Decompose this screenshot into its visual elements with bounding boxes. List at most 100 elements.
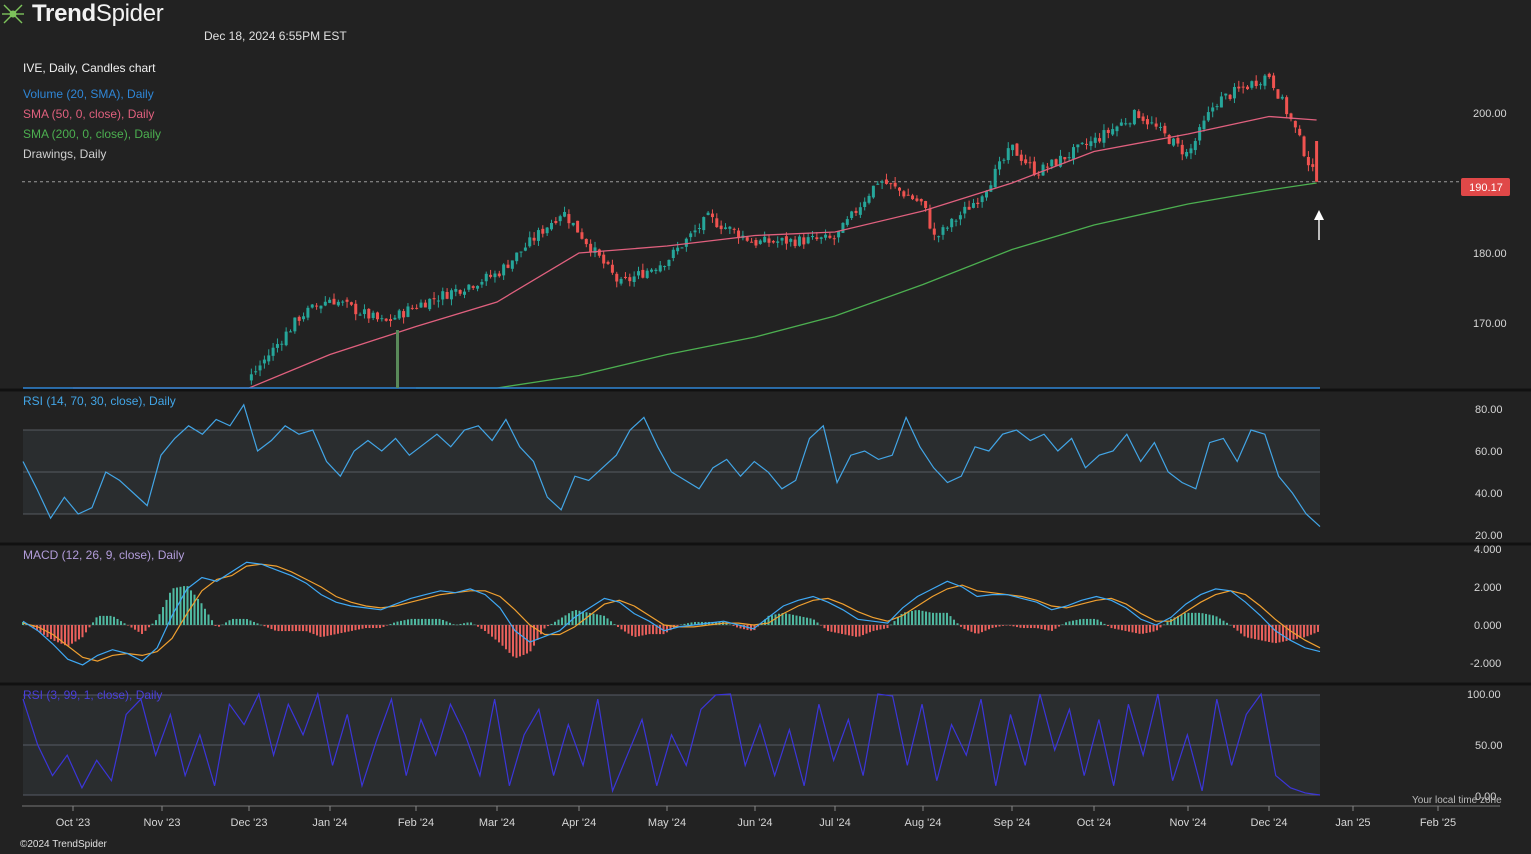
- candle-body: [402, 311, 406, 318]
- macd-histogram-bar: [589, 612, 591, 625]
- macd-histogram-bar: [592, 613, 595, 625]
- candle-body: [1150, 122, 1154, 124]
- macd-histogram-bar: [904, 612, 906, 625]
- macd-histogram-bar: [743, 625, 745, 630]
- candle-body: [841, 222, 845, 233]
- candle-body: [750, 241, 754, 243]
- candle-body: [954, 220, 958, 222]
- legend-sma50[interactable]: SMA (50, 0, close), Daily: [23, 107, 155, 121]
- x-tick-label: Apr '24: [562, 817, 597, 829]
- legend-macd[interactable]: MACD (12, 26, 9, close), Daily: [23, 548, 185, 562]
- candle-body: [332, 298, 336, 305]
- candle-body: [563, 212, 567, 217]
- macd-histogram-bar: [974, 625, 976, 634]
- candle-body: [1093, 137, 1097, 143]
- macd-histogram-bar: [550, 623, 553, 625]
- macd-histogram-bar: [690, 622, 693, 625]
- macd-histogram-bar: [1271, 625, 1274, 643]
- macd-histogram-bar: [487, 625, 490, 634]
- macd-histogram-bar: [410, 618, 413, 625]
- macd-histogram-bar: [1054, 625, 1057, 629]
- macd-histogram-bar: [1107, 625, 1109, 627]
- macd-histogram-bar: [1226, 622, 1228, 625]
- macd-histogram-bar: [1187, 612, 1190, 625]
- macd-histogram-bar: [638, 625, 640, 637]
- rsi3-pane[interactable]: [22, 691, 1321, 796]
- legend-rsi3[interactable]: RSI (3, 99, 1, close), Daily: [23, 688, 163, 702]
- candle-body: [863, 201, 867, 208]
- x-tick-label: Oct '23: [56, 817, 91, 829]
- macd-histogram-bar: [1254, 625, 1256, 640]
- candle-body: [484, 273, 488, 282]
- timezone-label[interactable]: Your local time zone: [1412, 795, 1502, 806]
- candle-body: [597, 249, 601, 256]
- candle-body: [306, 307, 310, 318]
- macd-histogram-bar: [1142, 625, 1144, 634]
- candle-body: [436, 300, 440, 302]
- legend-sma200[interactable]: SMA (200, 0, close), Daily: [23, 127, 162, 141]
- candle-body: [758, 240, 762, 244]
- candle-body: [349, 302, 353, 305]
- candle-body: [919, 199, 923, 202]
- candle-body: [1076, 144, 1080, 148]
- candle-body: [1237, 86, 1241, 89]
- macd-histogram-bar: [631, 625, 633, 636]
- arrow-up-icon[interactable]: [1314, 210, 1324, 240]
- macd-histogram-bar: [442, 619, 444, 625]
- macd-pane[interactable]: [22, 561, 1321, 666]
- macd-histogram-bar: [50, 625, 52, 640]
- candle-body: [445, 291, 449, 299]
- macd-histogram-bar: [1103, 623, 1106, 625]
- macd-histogram-bar: [361, 625, 364, 629]
- x-tick-label: Aug '24: [905, 817, 942, 829]
- macd-histogram-bar: [270, 625, 273, 630]
- macd-histogram-bar: [326, 625, 329, 636]
- legend-drawings[interactable]: Drawings, Daily: [23, 147, 107, 161]
- candle-body: [506, 264, 510, 268]
- candle-body: [419, 302, 423, 308]
- candle-body: [1232, 86, 1236, 99]
- macd-histogram-bar: [512, 625, 514, 657]
- macd-histogram-bar: [596, 614, 598, 625]
- macd-histogram-bar: [1152, 625, 1155, 632]
- candle-body: [358, 314, 362, 316]
- candle-body: [554, 220, 558, 224]
- candle-body: [1137, 111, 1141, 119]
- legend-rsi[interactable]: RSI (14, 70, 30, close), Daily: [23, 394, 176, 408]
- macd-histogram-bar: [956, 623, 959, 625]
- candle-body: [902, 191, 906, 197]
- macd-histogram-bar: [134, 625, 136, 630]
- candle-body: [380, 318, 384, 320]
- candle-body: [1054, 159, 1058, 166]
- candle-body: [571, 222, 575, 226]
- macd-histogram-bar: [1005, 625, 1008, 626]
- candle-body: [1154, 123, 1158, 127]
- macd-histogram-bar: [855, 625, 857, 637]
- candle-body: [941, 227, 945, 235]
- legend-volume[interactable]: Volume (20, SMA), Daily: [23, 87, 154, 101]
- macd-histogram-bar: [407, 619, 409, 625]
- candle-body: [641, 269, 645, 278]
- rsi-pane[interactable]: [22, 403, 1321, 528]
- macd-histogram-bar: [666, 625, 668, 633]
- macd-histogram-bar: [246, 619, 248, 625]
- candle-body: [1185, 151, 1189, 157]
- candle-body: [893, 182, 897, 187]
- macd-histogram-bar: [939, 612, 941, 625]
- candle-body: [1224, 93, 1228, 96]
- candle-body: [476, 285, 480, 289]
- candle-body: [489, 274, 493, 277]
- macd-histogram-bar: [1040, 625, 1043, 630]
- candle-body: [928, 208, 932, 229]
- candle-body: [1280, 96, 1284, 99]
- chart-title[interactable]: IVE, Daily, Candles chart: [23, 61, 156, 75]
- candle-body: [1072, 147, 1075, 159]
- macd-histogram-bar: [519, 625, 521, 657]
- price-pane[interactable]: [23, 72, 1320, 389]
- candle-body: [593, 247, 597, 253]
- macd-histogram-bar: [274, 625, 276, 631]
- candle-body: [932, 228, 936, 235]
- candle-body: [628, 277, 632, 282]
- macd-histogram-bar: [529, 625, 532, 652]
